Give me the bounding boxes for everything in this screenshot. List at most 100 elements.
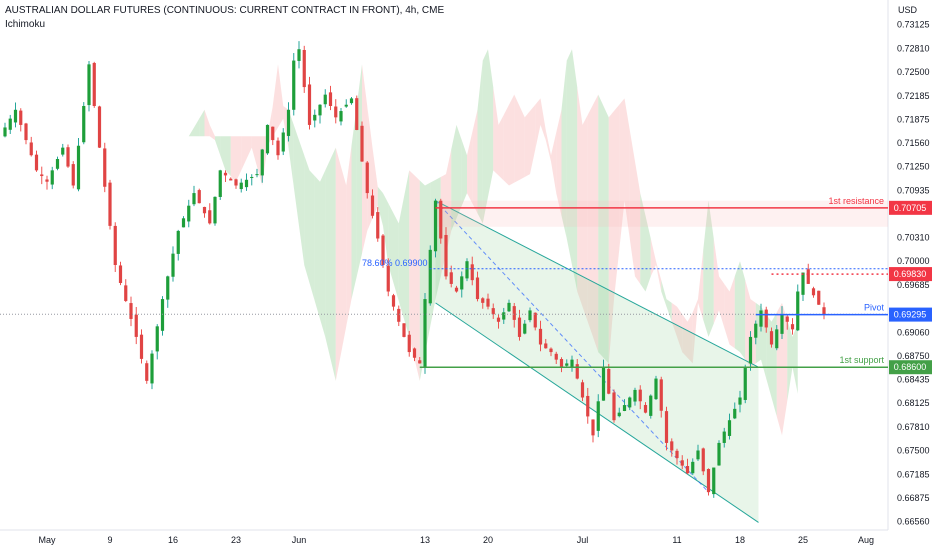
cloud-segment <box>535 98 541 150</box>
cloud-segment <box>335 147 341 381</box>
candle-body <box>40 174 44 177</box>
candle-body <box>659 379 663 411</box>
candle-body <box>748 336 753 364</box>
cloud-segment <box>729 276 735 349</box>
price-tag <box>889 200 932 215</box>
candle-body <box>433 200 438 252</box>
cloud-segment <box>404 170 410 337</box>
candle-body <box>649 395 653 416</box>
candle-body <box>496 317 501 322</box>
candle-body <box>307 84 312 125</box>
candle-body <box>355 98 359 130</box>
candle-body <box>234 179 238 186</box>
cloud-segment <box>251 136 257 167</box>
cloud-segment <box>377 186 383 226</box>
x-tick-label: Jul <box>577 535 589 545</box>
cloud-segment <box>524 111 530 177</box>
candle-body <box>339 111 343 122</box>
cloud-segment <box>409 170 415 359</box>
cloud-segment <box>398 196 404 319</box>
candle-body <box>738 397 742 405</box>
candle-body <box>428 249 432 304</box>
cloud-segment <box>304 155 310 283</box>
price-tag <box>889 307 932 322</box>
candle-body <box>701 448 705 472</box>
x-tick-label: 11 <box>672 535 681 545</box>
cloud-segment <box>635 161 641 284</box>
cloud-segment <box>225 136 231 177</box>
levels: 1st resistance 0.70705 1st support 0.68600 P… <box>0 196 932 375</box>
candle-body <box>318 104 322 116</box>
candle-body <box>696 450 700 460</box>
cloud-segment <box>220 136 226 171</box>
candle-body <box>733 408 737 419</box>
candle-body <box>785 316 789 322</box>
candle-body <box>66 147 70 167</box>
y-tick-label: 0.66560 <box>897 517 930 527</box>
cloud-segment <box>666 299 672 322</box>
cloud-segment <box>503 104 509 186</box>
candle-body <box>691 461 695 474</box>
candle-body <box>465 261 469 279</box>
candle-body <box>538 328 543 345</box>
candle-body <box>71 164 75 186</box>
cloud-segment <box>734 261 740 353</box>
candle-body <box>622 405 627 411</box>
candle-body <box>722 431 726 443</box>
cloud-segment <box>792 323 798 394</box>
cloud-segment <box>451 124 457 231</box>
ichimoku-cloud <box>188 49 798 436</box>
y-tick-label: 0.66875 <box>897 493 930 503</box>
y-tick-label: 0.73125 <box>897 20 930 30</box>
candle-body <box>3 127 7 137</box>
candle-body <box>192 193 196 205</box>
y-tick-label: 0.67810 <box>897 422 930 432</box>
cloud-segment <box>461 140 467 206</box>
candle-body <box>664 411 669 443</box>
candle-body <box>13 109 18 123</box>
candle-body <box>670 441 674 451</box>
candle-body <box>685 466 690 474</box>
candle-body <box>591 419 595 436</box>
cloud-segment <box>199 109 205 137</box>
price-tag-label: 0.69830 <box>894 269 927 279</box>
fib-zone <box>435 200 888 227</box>
cloud-segment <box>629 129 635 277</box>
y-tick-label: 0.69685 <box>897 280 930 290</box>
cloud-segment <box>530 104 536 175</box>
axes: 0.73125 0.72810 0.72500 0.72185 0.71875 0.715… <box>38 20 929 545</box>
candle-body <box>313 114 317 121</box>
candle-body <box>50 170 54 185</box>
price-tag <box>889 267 932 282</box>
candle-body <box>286 109 291 136</box>
x-tick-label: 13 <box>420 535 430 545</box>
cloud-segment <box>566 49 572 265</box>
candle-body <box>528 310 532 321</box>
cloud-segment <box>509 94 515 186</box>
indicator-label: Ichimoku <box>5 19 46 30</box>
candle-body <box>444 234 448 277</box>
candle-body <box>628 397 632 408</box>
candle-body <box>129 303 133 319</box>
candle-body <box>386 265 390 292</box>
candle-body <box>727 420 732 436</box>
y-tick-label: 0.72810 <box>897 43 930 53</box>
cloud-segment <box>341 166 347 354</box>
cloud-segment <box>299 140 305 265</box>
y-tick-label: 0.70310 <box>897 233 930 243</box>
candle-body <box>218 170 222 197</box>
candle-body <box>391 295 396 307</box>
candle-body <box>491 308 495 315</box>
cloud-segment <box>692 299 698 364</box>
cloud-segment <box>293 124 299 226</box>
candle-body <box>381 235 385 265</box>
candle-body <box>223 172 228 176</box>
candle-body <box>533 312 537 328</box>
candle-body <box>586 395 590 417</box>
y-tick-label: 0.68435 <box>897 375 930 385</box>
candle-body <box>103 148 107 187</box>
x-tick-label: 16 <box>168 535 178 545</box>
cloud-segment <box>482 49 488 224</box>
